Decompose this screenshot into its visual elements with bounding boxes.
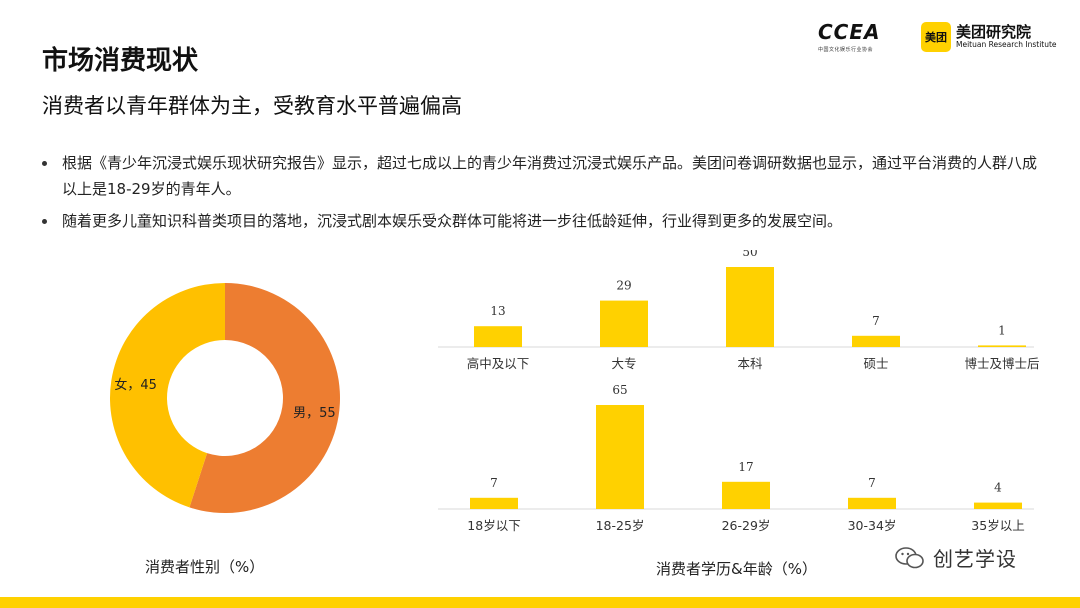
bar-value-label: 13: [490, 304, 505, 318]
bar-value-label: 7: [868, 476, 876, 490]
donut-slice-1: [109, 283, 225, 508]
page-subtitle: 消费者以青年群体为主，受教育水平普遍偏高: [42, 94, 462, 118]
bar-category-label: 硕士: [863, 356, 888, 371]
ccea-logo-subtext: 中国文化娱乐行业协会: [818, 47, 874, 53]
donut-slice-0: [189, 283, 340, 513]
education-bar: [852, 335, 900, 347]
bar-value-label: 17: [738, 460, 753, 474]
ccea-logo-mark: CCEA: [818, 20, 881, 44]
bar-category-label: 18-25岁: [596, 518, 645, 533]
watermark-text: 创艺学设: [933, 547, 1017, 571]
bar-category-label: 高中及以下: [467, 356, 530, 371]
age-bar: [470, 497, 518, 509]
meituan-logo-en: Meituan Research Institute: [956, 40, 1057, 49]
donut-slice-label: 女，45: [114, 377, 157, 393]
wechat-watermark: 创艺学设: [895, 543, 1017, 572]
bar-category-label: 18岁以下: [467, 518, 520, 533]
age-bar: [722, 481, 770, 509]
age-bar: [848, 497, 896, 509]
bar-value-label: 7: [490, 476, 498, 490]
bar-value-label: 4: [994, 481, 1002, 495]
age-bar: [596, 405, 644, 509]
bottom-accent-bar: [0, 597, 1080, 608]
bullet-text: 随着更多儿童知识科普类项目的落地，沉浸式剧本娱乐受众群体可能将进一步往低龄延伸，…: [62, 212, 843, 230]
bar-category-label: 博士及博士后: [964, 356, 1039, 371]
bar-value-label: 1: [998, 323, 1006, 337]
education-bar: [726, 267, 774, 347]
bar-category-label: 35岁以上: [971, 518, 1024, 533]
bullet-dot-icon: [42, 219, 47, 224]
bar-value-label: 7: [872, 314, 880, 328]
age-bar: [974, 502, 1022, 509]
donut-slice-label: 男，55: [293, 406, 336, 421]
bar-category-label: 30-34岁: [848, 518, 897, 533]
education-bar: [600, 300, 648, 347]
ccea-logo: CCEA 中国文化娱乐行业协会: [818, 20, 894, 60]
meituan-logo-cn: 美团研究院: [956, 23, 1032, 41]
gender-chart-caption: 消费者性别（%）: [145, 558, 265, 576]
bar-category-label: 大专: [611, 356, 636, 371]
bullet-item: 随着更多儿童知识科普类项目的落地，沉浸式剧本娱乐受众群体可能将进一步往低龄延伸，…: [40, 208, 1050, 234]
gender-donut-chart: 男，55 女，45: [109, 283, 340, 513]
meituan-research-logo: 美团 美团研究院 Meituan Research Institute: [921, 22, 1057, 52]
page-title: 市场消费现状: [42, 46, 199, 76]
education-age-bar-charts: 13 高中及以下 29 大专 50 本科 7 硕士 1 博士及博士后 7 18岁以下 65 18-25岁 1…: [438, 250, 1040, 533]
bar-category-label: 26-29岁: [722, 518, 771, 533]
bar-value-label: 50: [742, 250, 757, 259]
bar-value-label: 29: [616, 279, 631, 293]
bar-value-label: 65: [612, 383, 627, 397]
bullet-dot-icon: [42, 161, 47, 166]
meituan-badge-icon: 美团: [921, 22, 951, 52]
education-bar: [978, 345, 1026, 347]
bar-category-label: 本科: [737, 356, 763, 371]
bullet-text: 根据《青少年沉浸式娱乐现状研究报告》显示，超过七成以上的青少年消费过沉浸式娱乐产…: [62, 154, 1038, 198]
bullet-item: 根据《青少年沉浸式娱乐现状研究报告》显示，超过七成以上的青少年消费过沉浸式娱乐产…: [40, 150, 1050, 202]
wechat-icon: [895, 546, 924, 568]
edu-age-chart-caption: 消费者学历&年龄（%）: [656, 560, 817, 578]
education-bar: [474, 326, 522, 347]
bullet-list: 根据《青少年沉浸式娱乐现状研究报告》显示，超过七成以上的青少年消费过沉浸式娱乐产…: [40, 150, 1050, 240]
